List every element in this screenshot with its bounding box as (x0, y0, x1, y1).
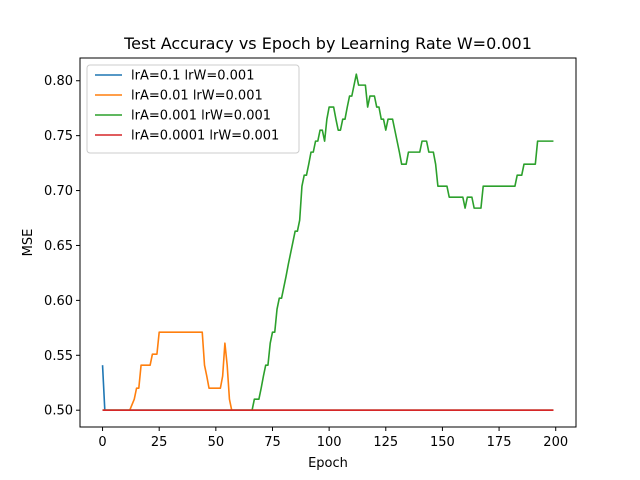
x-tick-label: 50 (208, 435, 225, 450)
legend-label-1: lrA=0.01 lrW=0.001 (131, 89, 263, 104)
plot-frame (79, 57, 577, 428)
y-tick-label: 0.70 (44, 184, 73, 199)
y-tick-label: 0.80 (44, 74, 73, 89)
x-tick-label: 150 (430, 435, 455, 450)
x-tick-label: 100 (317, 435, 342, 450)
x-axis: 0 25 50 75 100 125 150 175 200 (98, 427, 568, 450)
series-line-2 (102, 73, 554, 412)
series-layer (101, 73, 554, 412)
legend-label-0: lrA=0.1 lrW=0.001 (131, 69, 254, 84)
y-axis: 0.50 0.55 0.60 0.65 0.70 0.75 0.80 (44, 74, 80, 419)
y-tick-label: 0.65 (44, 239, 73, 254)
y-tick-label: 0.55 (44, 349, 73, 364)
chart-title: Test Accuracy vs Epoch by Learning Rate … (123, 34, 532, 53)
x-axis-title: Epoch (308, 456, 348, 471)
legend: lrA=0.1 lrW=0.001 lrA=0.01 lrW=0.001 lrA=0… (86, 64, 300, 154)
y-tick-label: 0.75 (44, 129, 73, 144)
x-tick-label: 25 (151, 435, 168, 450)
x-tick-label: 0 (98, 435, 106, 450)
y-axis-title: MSE (21, 229, 36, 257)
y-tick-label: 0.60 (44, 294, 73, 309)
legend-label-2: lrA=0.001 lrW=0.001 (131, 109, 271, 124)
legend-label-3: lrA=0.0001 lrW=0.001 (131, 129, 279, 144)
x-tick-label: 200 (543, 435, 568, 450)
series-line-1 (102, 331, 554, 412)
x-tick-label: 125 (373, 435, 398, 450)
y-tick-label: 0.50 (44, 404, 73, 419)
x-tick-label: 175 (487, 435, 512, 450)
legend-box (86, 64, 300, 154)
x-tick-label: 75 (264, 435, 281, 450)
